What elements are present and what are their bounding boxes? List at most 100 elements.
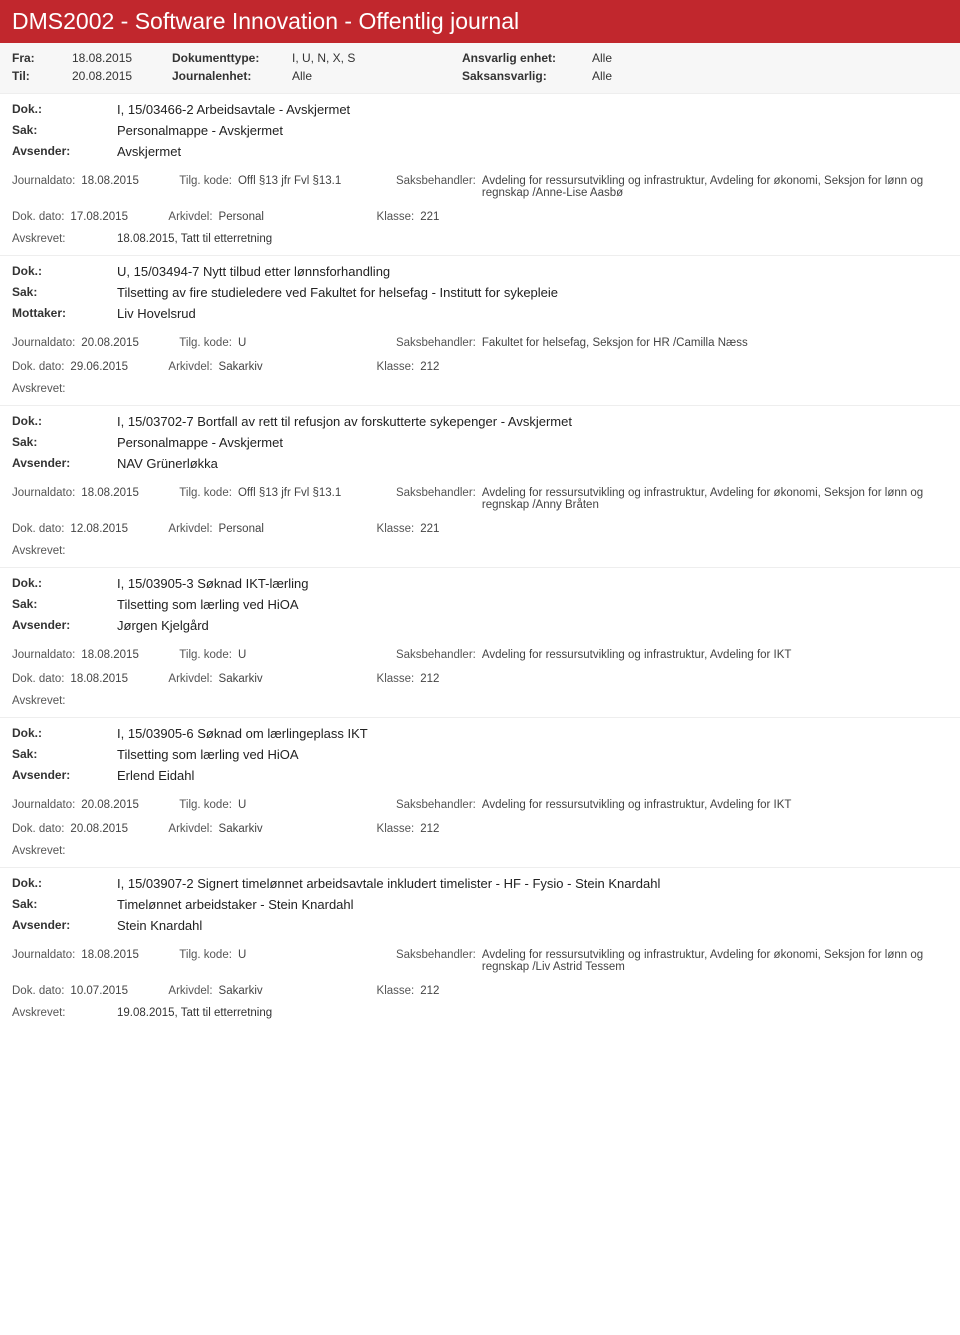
saksansvarlig-label: Saksansvarlig: (462, 69, 592, 83)
klasse-label: Klasse: (377, 523, 415, 535)
journal-entry: Dok.:I, 15/03466-2 Arbeidsavtale - Avskj… (0, 93, 960, 255)
saksbehandler-value: Avdeling for ressursutvikling og infrast… (482, 487, 930, 511)
klasse-label: Klasse: (377, 361, 415, 373)
entry-line: Mottaker:Liv Hovelsrud (12, 306, 948, 321)
klasse-label: Klasse: (377, 823, 415, 835)
dok-label: Dok.: (12, 414, 117, 428)
saksbehandler-label: Saksbehandler: (396, 487, 476, 511)
sak-value: Personalmappe - Avskjermet (117, 123, 948, 138)
entry-header-block: Dok.:I, 15/03907-2 Signert timelønnet ar… (0, 868, 960, 943)
dok-value: U, 15/03494-7 Nytt tilbud etter lønnsfor… (117, 264, 948, 279)
tilgkode-label: Tilg. kode: (179, 175, 232, 199)
dokdato-value: 10.07.2015 (70, 985, 150, 997)
dok-value: I, 15/03905-6 Søknad om lærlingeplass IK… (117, 726, 948, 741)
sak-value: Personalmappe - Avskjermet (117, 435, 948, 450)
arkivdel-value: Sakarkiv (219, 673, 359, 685)
entry-line: Avsender:Stein Knardahl (12, 918, 948, 933)
til-label: Til: (12, 69, 72, 83)
sak-value: Tilsetting som lærling ved HiOA (117, 747, 948, 762)
doktype-value: I, U, N, X, S (292, 51, 462, 65)
meta-row-journal: Journaldato:18.08.2015 Tilg. kode:Offl §1… (0, 169, 960, 205)
entry-line: Sak:Timelønnet arbeidstaker - Stein Knar… (12, 897, 948, 912)
avskrevet-label: Avskrevet: (12, 545, 117, 557)
avskrevet-label: Avskrevet: (12, 383, 117, 395)
party-label: Avsender: (12, 918, 117, 932)
journaldato-value: 18.08.2015 (81, 949, 161, 973)
dok-value: I, 15/03466-2 Arbeidsavtale - Avskjermet (117, 102, 948, 117)
entry-header-block: Dok.:I, 15/03702-7 Bortfall av rett til … (0, 406, 960, 481)
dokdato-value: 17.08.2015 (70, 211, 150, 223)
filter-row-2: Til: 20.08.2015 Journalenhet: Alle Saksa… (12, 69, 948, 83)
avskrevet-row: Avskrevet: (0, 691, 960, 717)
tilgkode-value: U (238, 337, 378, 349)
tilgkode-value: Offl §13 jfr Fvl §13.1 (238, 175, 378, 199)
arkivdel-label: Arkivdel: (168, 523, 212, 535)
klasse-value: 212 (420, 985, 439, 997)
meta-row-journal: Journaldato:18.08.2015Tilg. kode:USaksbe… (0, 943, 960, 979)
dok-value: I, 15/03905-3 Søknad IKT-lærling (117, 576, 948, 591)
journaldato-value: 18.08.2015 (81, 487, 161, 511)
tilgkode-label: Tilg. kode: (179, 799, 232, 811)
ansvarlig-value: Alle (592, 51, 692, 65)
sak-label: Sak: (12, 285, 117, 299)
journaldato-label: Journaldato: (12, 649, 75, 661)
avskrevet-row: Avskrevet:19.08.2015, Tatt til etterretn… (0, 1003, 960, 1029)
entry-header-block: Dok.:I, 15/03905-6 Søknad om lærlingepla… (0, 718, 960, 793)
tilgkode-value: Offl §13 jfr Fvl §13.1 (238, 487, 378, 511)
avskrevet-label: Avskrevet: (12, 1007, 117, 1019)
entry-line: Sak:Tilsetting som lærling ved HiOA (12, 747, 948, 762)
dok-label: Dok.: (12, 576, 117, 590)
journal-entry: Dok.:U, 15/03494-7 Nytt tilbud etter løn… (0, 255, 960, 405)
entry-line: Dok.:I, 15/03907-2 Signert timelønnet ar… (12, 876, 948, 891)
meta-row-journal: Journaldato:18.08.2015Tilg. kode:USaksbe… (0, 643, 960, 667)
party-value: Stein Knardahl (117, 918, 948, 933)
tilgkode-label: Tilg. kode: (179, 337, 232, 349)
entry-line: Sak:Personalmappe - Avskjermet (12, 435, 948, 450)
journaldato-label: Journaldato: (12, 175, 75, 199)
avskrevet-value: 18.08.2015, Tatt til etterretning (117, 233, 272, 245)
journaldato-label: Journaldato: (12, 799, 75, 811)
saksbehandler-label: Saksbehandler: (396, 799, 476, 811)
entry-line: Dok.:I, 15/03905-6 Søknad om lærlingepla… (12, 726, 948, 741)
arkivdel-label: Arkivdel: (168, 361, 212, 373)
avskrevet-row: Avskrevet: (0, 541, 960, 567)
entry-line: Avsender:Avskjermet (12, 144, 948, 159)
sak-value: Tilsetting av fire studieledere ved Faku… (117, 285, 948, 300)
party-value: Erlend Eidahl (117, 768, 948, 783)
avskrevet-row: Avskrevet:18.08.2015, Tatt til etterretn… (0, 229, 960, 255)
sak-value: Timelønnet arbeidstaker - Stein Knardahl (117, 897, 948, 912)
sak-label: Sak: (12, 597, 117, 611)
entry-header-block: Dok.:U, 15/03494-7 Nytt tilbud etter løn… (0, 256, 960, 331)
klasse-label: Klasse: (377, 673, 415, 685)
dok-label: Dok.: (12, 726, 117, 740)
arkivdel-label: Arkivdel: (168, 823, 212, 835)
entry-line: Dok.:U, 15/03494-7 Nytt tilbud etter løn… (12, 264, 948, 279)
party-label: Avsender: (12, 456, 117, 470)
til-value: 20.08.2015 (72, 69, 172, 83)
dok-value: I, 15/03907-2 Signert timelønnet arbeids… (117, 876, 948, 891)
journal-entry: Dok.:I, 15/03905-6 Søknad om lærlingepla… (0, 717, 960, 867)
meta-row-journal: Journaldato:18.08.2015Tilg. kode:Offl §1… (0, 481, 960, 517)
entry-header-block: Dok.:I, 15/03905-3 Søknad IKT-lærlingSak… (0, 568, 960, 643)
dokdato-label: Dok. dato: (12, 523, 64, 535)
tilgkode-value: U (238, 949, 378, 973)
tilgkode-label: Tilg. kode: (179, 949, 232, 973)
journaldato-value: 18.08.2015 (81, 175, 161, 199)
saksbehandler-label: Saksbehandler: (396, 949, 476, 973)
tilgkode-value: U (238, 649, 378, 661)
party-label: Avsender: (12, 768, 117, 782)
party-label: Avsender: (12, 618, 117, 632)
journalenhet-label: Journalenhet: (172, 69, 292, 83)
entry-line: Sak:Personalmappe - Avskjermet (12, 123, 948, 138)
party-label: Mottaker: (12, 306, 117, 320)
dokdato-label: Dok. dato: (12, 823, 64, 835)
klasse-value: 212 (420, 823, 439, 835)
saksbehandler-value: Avdeling for ressursutvikling og infrast… (482, 949, 930, 973)
journaldato-value: 20.08.2015 (81, 799, 161, 811)
avskrevet-value: 19.08.2015, Tatt til etterretning (117, 1007, 272, 1019)
arkivdel-label: Arkivdel: (168, 985, 212, 997)
journal-entry: Dok.:I, 15/03907-2 Signert timelønnet ar… (0, 867, 960, 1029)
arkivdel-value: Sakarkiv (219, 985, 359, 997)
page-header: DMS2002 - Software Innovation - Offentli… (0, 0, 960, 43)
dok-label: Dok.: (12, 876, 117, 890)
